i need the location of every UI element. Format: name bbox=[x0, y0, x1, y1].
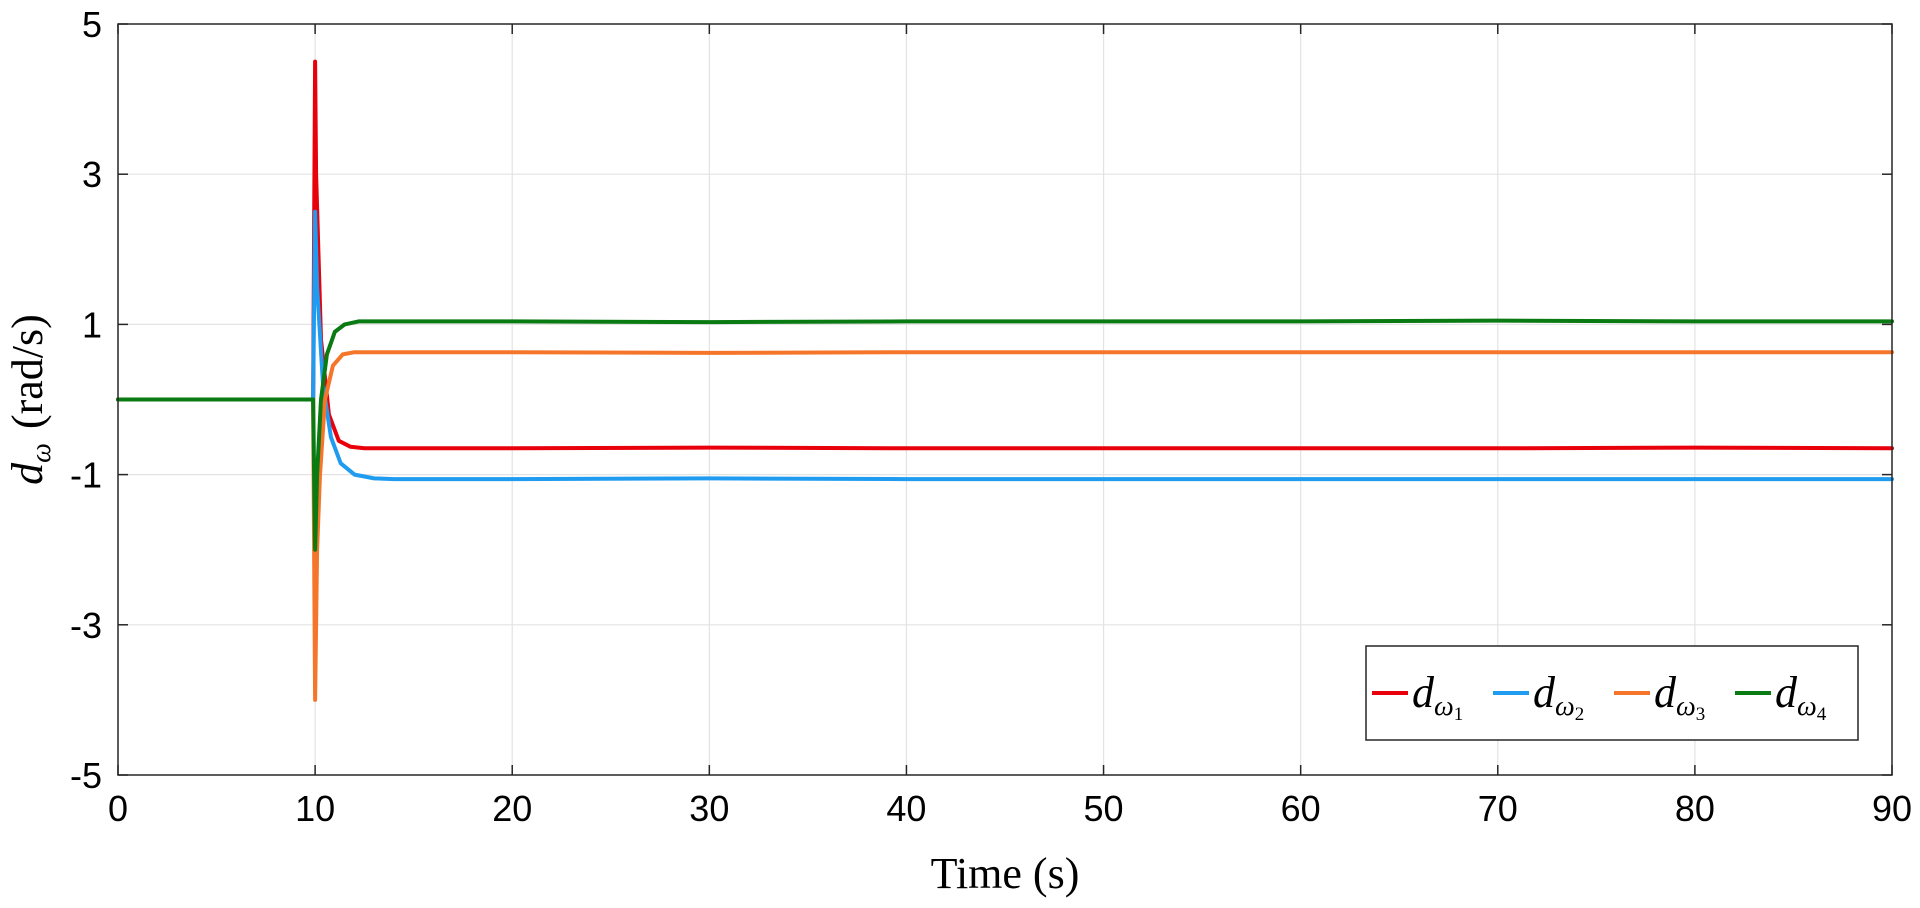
legend: dω1 dω2 dω3 dω4 bbox=[1365, 645, 1859, 741]
legend-label-3: dω3 bbox=[1654, 668, 1705, 725]
x-tick-label: 60 bbox=[1281, 788, 1321, 829]
series-line-3 bbox=[116, 350, 1894, 702]
y-tick-label: 5 bbox=[82, 4, 102, 45]
y-axis-label-main: d bbox=[3, 462, 52, 485]
plot-frame bbox=[117, 23, 1893, 776]
x-axis-label: Time (s) bbox=[931, 849, 1080, 898]
series-line-4 bbox=[116, 318, 1894, 552]
grid bbox=[118, 24, 1892, 775]
series-line-2 bbox=[116, 209, 1894, 482]
y-axis-label: dω (rad/s) bbox=[3, 314, 57, 485]
x-tick-label: 0 bbox=[108, 788, 128, 829]
series-group bbox=[116, 59, 1894, 702]
y-tick-label: 1 bbox=[82, 304, 102, 345]
x-tick-label: 20 bbox=[492, 788, 532, 829]
x-tick-label: 40 bbox=[886, 788, 926, 829]
tick-labels: 0 10 20 30 40 50 60 70 80 90 -5 -3 -1 1 3 5 bbox=[70, 4, 1912, 829]
legend-label-2: dω2 bbox=[1533, 668, 1584, 725]
legend-label-1: dω1 bbox=[1412, 668, 1463, 725]
legend-items: dω1 dω2 dω3 dω4 bbox=[1372, 668, 1827, 725]
series-line-1 bbox=[116, 59, 1894, 451]
ticks bbox=[117, 23, 1893, 776]
x-tick-label: 50 bbox=[1084, 788, 1124, 829]
y-axis-label-sub: ω bbox=[26, 443, 57, 463]
x-tick-label: 80 bbox=[1675, 788, 1715, 829]
x-tick-label: 90 bbox=[1872, 788, 1912, 829]
y-tick-label: 3 bbox=[82, 154, 102, 195]
y-tick-label: -5 bbox=[70, 755, 102, 796]
x-tick-label: 30 bbox=[689, 788, 729, 829]
y-tick-label: -3 bbox=[70, 605, 102, 646]
y-tick-label: -1 bbox=[70, 455, 102, 496]
legend-label-4: dω4 bbox=[1775, 668, 1827, 725]
x-tick-label: 10 bbox=[295, 788, 335, 829]
x-tick-label: 70 bbox=[1478, 788, 1518, 829]
y-axis-label-unit: (rad/s) bbox=[3, 314, 52, 429]
legend-box bbox=[1365, 645, 1859, 741]
